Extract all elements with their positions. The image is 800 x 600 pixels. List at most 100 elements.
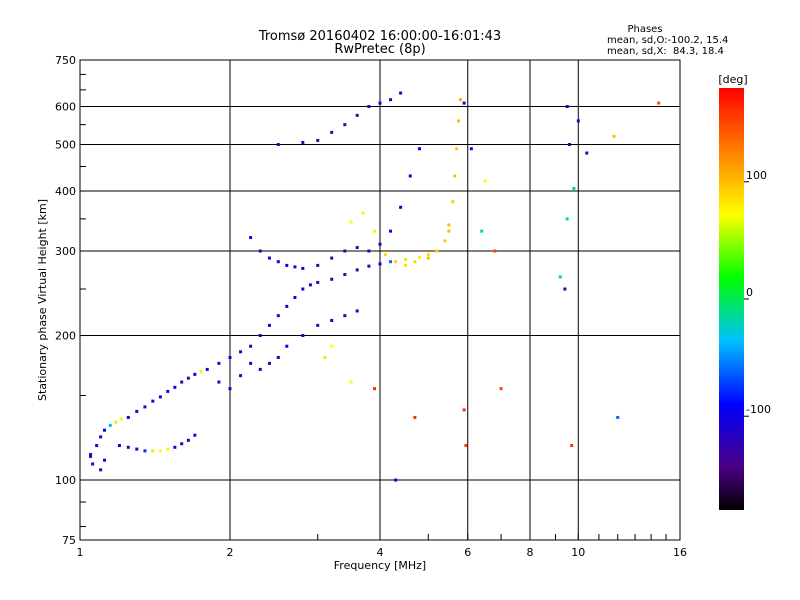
phase-stats-x: mean, sd,X: 84.3, 18.4: [607, 46, 724, 57]
data-point: [343, 314, 347, 318]
data-point: [367, 249, 371, 253]
y-tick-label: 600: [55, 101, 76, 114]
data-point: [367, 105, 371, 109]
data-point: [576, 119, 580, 123]
data-point: [435, 249, 439, 253]
data-point: [186, 438, 190, 442]
data-point: [301, 140, 305, 144]
data-point: [166, 447, 170, 451]
data-point: [349, 380, 353, 384]
data-point: [378, 242, 382, 246]
data-point: [394, 260, 398, 264]
data-point: [657, 101, 661, 105]
y-tick-label: 75: [62, 534, 76, 547]
data-point: [408, 174, 412, 178]
data-point: [166, 389, 170, 393]
data-point: [205, 367, 209, 371]
data-point: [103, 458, 107, 462]
x-axis-label: Frequency [MHz]: [334, 559, 426, 572]
grid: [80, 60, 680, 540]
y-tick-label: 400: [55, 185, 76, 198]
data-point: [383, 253, 387, 257]
x-tick-label: 2: [227, 546, 234, 559]
data-point: [135, 409, 139, 413]
data-point: [413, 415, 417, 419]
x-tick-label: 16: [673, 546, 687, 559]
data-point: [330, 344, 334, 348]
data-point: [151, 449, 155, 453]
data-point: [316, 280, 320, 284]
chart-subtitle: RwPretec (8p): [334, 42, 425, 57]
data-point: [249, 361, 253, 365]
x-tick-label: 8: [527, 546, 534, 559]
data-point: [276, 143, 280, 147]
data-point: [616, 415, 620, 419]
data-point: [399, 205, 403, 209]
data-point: [308, 283, 312, 287]
data-point: [455, 147, 459, 151]
data-point: [403, 263, 407, 267]
data-point: [457, 119, 461, 123]
data-point: [355, 309, 359, 313]
data-point: [462, 408, 466, 412]
data-point: [267, 361, 271, 365]
data-point: [158, 449, 162, 453]
chart-title: Tromsø 20160402 16:00:00-16:01:43: [258, 29, 501, 44]
data-point: [451, 200, 455, 204]
data-point: [301, 334, 305, 338]
data-point: [389, 260, 393, 264]
data-point: [373, 229, 377, 233]
data-point: [91, 462, 95, 466]
data-point: [258, 249, 262, 253]
y-tick-label: 200: [55, 330, 76, 343]
colorbar-tick-label: 0: [746, 286, 753, 299]
data-point: [126, 415, 130, 419]
colorbar-ticks: 100 0 -100: [744, 169, 771, 417]
data-point: [293, 296, 297, 300]
data-point: [119, 417, 123, 421]
y-tick-label: 100: [55, 474, 76, 487]
data-point: [99, 468, 103, 472]
data-point: [316, 138, 320, 142]
data-point: [258, 367, 262, 371]
data-point: [89, 454, 93, 458]
data-point: [443, 239, 447, 243]
data-point: [217, 361, 221, 365]
data-point: [355, 113, 359, 117]
data-point: [389, 98, 393, 102]
data-point: [193, 372, 197, 376]
data-point: [355, 246, 359, 250]
data-point: [367, 264, 371, 268]
data-point: [413, 260, 417, 264]
data-point: [378, 101, 382, 105]
data-point: [217, 380, 221, 384]
data-point: [558, 275, 562, 279]
colorbar-label: [deg]: [718, 73, 747, 86]
data-point: [330, 277, 334, 281]
data-point: [276, 314, 280, 318]
data-point: [378, 262, 382, 266]
data-point: [417, 147, 421, 151]
data-point: [135, 447, 139, 451]
data-point: [563, 287, 567, 291]
data-point: [343, 249, 347, 253]
data-point: [361, 211, 365, 215]
data-point: [426, 253, 430, 257]
data-point: [285, 304, 289, 308]
data-point: [483, 179, 487, 183]
phase-stats-heading: Phases: [627, 24, 662, 35]
data-point: [570, 444, 574, 448]
data-point: [267, 256, 271, 260]
y-axis-label: Stationary phase Virtual Height [km]: [36, 199, 49, 401]
data-point: [316, 263, 320, 267]
data-point: [458, 98, 462, 102]
data-point: [95, 444, 99, 448]
data-point: [180, 442, 184, 446]
data-point: [249, 236, 253, 240]
data-point: [464, 444, 468, 448]
data-point: [585, 151, 589, 155]
data-point: [103, 428, 107, 432]
data-point: [239, 374, 243, 378]
data-point: [151, 399, 155, 403]
data-point: [285, 344, 289, 348]
